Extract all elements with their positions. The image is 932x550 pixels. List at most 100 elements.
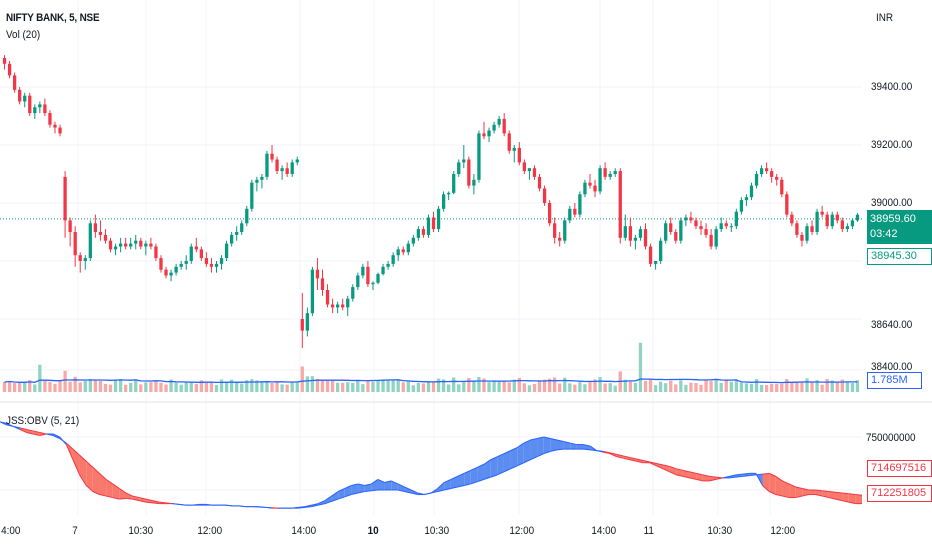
- obv-fill-segment: [503, 450, 511, 472]
- volume-bar: [63, 370, 67, 392]
- time-axis-label: 7: [72, 525, 78, 537]
- candle-body: [108, 240, 113, 250]
- volume-ma-tag: 1.785M: [867, 372, 922, 389]
- obv-fast-line: [357, 483, 365, 486]
- volume-bar: [280, 384, 284, 392]
- volume-bar: [275, 381, 279, 392]
- candle-body: [58, 127, 62, 134]
- volume-bar: [139, 384, 143, 392]
- obv-fast-line: [404, 486, 412, 491]
- volume-bar: [7, 381, 12, 392]
- candle-body: [714, 229, 718, 247]
- obv-slow-line: [410, 492, 418, 496]
- candle-body: [341, 304, 345, 308]
- obv-fast-line: [689, 477, 697, 480]
- candle-body: [103, 234, 108, 241]
- volume-bar: [850, 383, 855, 392]
- obv-slow-line: [304, 506, 312, 508]
- candle-body: [558, 237, 562, 241]
- volume-bar: [608, 383, 612, 392]
- candle-body: [820, 211, 824, 215]
- candle-body: [785, 194, 789, 215]
- candle-body: [33, 107, 37, 114]
- candle-body: [795, 223, 799, 235]
- obv-slow-line: [238, 505, 246, 508]
- obv-fill-segment: [789, 483, 796, 498]
- obv-fast-line: [298, 506, 306, 508]
- obv-fast-line: [318, 500, 326, 505]
- obv-fast-line: [676, 474, 684, 477]
- volume-bar: [457, 384, 461, 392]
- candle-body: [608, 174, 612, 177]
- candle-body: [744, 197, 749, 201]
- volume-bar: [98, 380, 103, 392]
- volume-bar: [537, 380, 542, 392]
- candle-body: [527, 168, 532, 172]
- obv-fill-segment: [344, 485, 352, 497]
- obv-slow-line: [46, 433, 54, 436]
- volume-indicator-label[interactable]: Vol (20): [6, 29, 41, 41]
- obv-slow-line: [716, 476, 723, 479]
- time-axis-label: 4:00: [1, 525, 21, 537]
- candle-body: [830, 214, 834, 227]
- volume-bar: [436, 378, 441, 392]
- obv-fast-line: [497, 453, 505, 458]
- obv-fill-segment: [835, 492, 843, 501]
- candle-body: [179, 263, 183, 267]
- volume-bar: [840, 379, 844, 392]
- obv-fast-line: [682, 475, 690, 479]
- volume-bar: [684, 384, 688, 392]
- candle-body: [411, 237, 415, 244]
- volume-bar: [664, 383, 668, 392]
- volume-bar: [386, 380, 390, 392]
- obv-fast-line: [364, 483, 372, 486]
- obv-fast-line: [516, 442, 525, 449]
- candle-body: [563, 220, 567, 241]
- currency-label: INR: [876, 12, 894, 24]
- candle-body: [280, 168, 284, 172]
- obv-fast-line: [729, 474, 737, 477]
- obv-fast-line: [815, 494, 823, 497]
- candle-body: [492, 124, 496, 131]
- obv-fast-line: [19, 428, 27, 433]
- obv-slow-line: [523, 459, 531, 464]
- candle-body: [502, 118, 506, 134]
- volume-bar: [815, 380, 819, 392]
- volume-bar: [558, 383, 562, 392]
- candle-body: [255, 179, 259, 183]
- volume-bar: [290, 381, 294, 392]
- obv-fast-line: [662, 468, 670, 473]
- obv-value-tag-1: 714697516: [867, 460, 932, 477]
- symbol-title[interactable]: NIFTY BANK, 5, NSE: [6, 12, 100, 24]
- volume-bar: [335, 382, 340, 392]
- obv-slow-line: [145, 498, 153, 502]
- obv-slow-line: [709, 475, 717, 478]
- volume-bar: [270, 383, 274, 392]
- candle-body: [295, 159, 299, 163]
- candle-body: [689, 217, 693, 221]
- obv-slow-line: [331, 498, 339, 502]
- volume-bar: [381, 379, 385, 392]
- obv-fast-line: [536, 436, 544, 440]
- obv-slow-line: [139, 497, 146, 500]
- obv-fast-line: [152, 502, 160, 505]
- candle-body: [643, 229, 648, 247]
- volume-bar: [401, 382, 405, 392]
- obv-fast-line: [822, 495, 829, 499]
- obv-fill-segment: [510, 447, 518, 469]
- obv-fast-line: [304, 504, 312, 508]
- obv-fast-line: [616, 456, 624, 459]
- obv-indicator-label[interactable]: JSS:OBV (5, 21): [6, 415, 80, 427]
- volume-bar: [613, 385, 617, 392]
- volume-bar: [810, 381, 814, 392]
- candle-body: [356, 275, 360, 288]
- volume-bar: [593, 379, 597, 392]
- candle-body: [270, 153, 274, 160]
- volume-bar: [325, 380, 330, 392]
- candle-body: [537, 176, 542, 189]
- obv-slow-line: [371, 489, 379, 492]
- candle-body: [245, 208, 249, 224]
- obv-slow-line: [357, 491, 365, 494]
- volume-bars: [2, 342, 860, 392]
